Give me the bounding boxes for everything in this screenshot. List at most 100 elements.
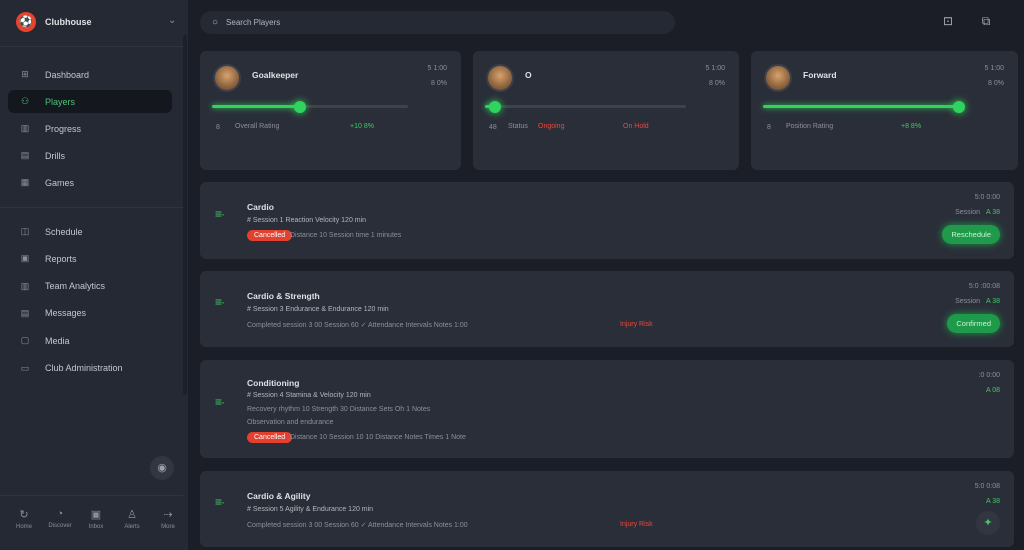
progress-handle[interactable] [952, 100, 965, 113]
session-alert: Injury Risk [620, 321, 653, 328]
session-card[interactable]: ≡· Cardio & Agility # Session 5 Agility … [200, 471, 1014, 547]
session-action-button[interactable]: Confirmed [947, 314, 1000, 333]
sidebar-item-label: Media [45, 335, 70, 346]
search-input[interactable]: Search Players [226, 18, 281, 27]
mail-icon: ▤ [20, 307, 30, 318]
club-logo: ⚽ [16, 12, 36, 32]
users-icon: ⚇ [20, 96, 30, 106]
chart-icon: ▥ [20, 123, 30, 133]
session-list-icon: ≡· [215, 395, 225, 409]
player-label: Overall Rating [235, 123, 280, 130]
app-title: Clubhouse [45, 17, 92, 27]
player-card[interactable]: O 5 1:00 8 0% 48 Status Ongoing On Hold [473, 51, 739, 170]
session-action-button[interactable]: Reschedule [942, 225, 1000, 244]
session-list-icon: ≡· [215, 295, 225, 309]
bar-icon: ▥ [20, 280, 30, 291]
session-card[interactable]: ≡· Conditioning # Session 4 Stamina & Ve… [200, 360, 1014, 458]
session-time: :0 0:00 [978, 372, 1000, 379]
sidebar-item-schedule[interactable]: ◫ Schedule [8, 220, 172, 243]
player-stat: 8 0% [709, 80, 725, 87]
player-name: Forward [803, 70, 837, 80]
bottom-nav-alerts[interactable]: ♙ Alerts [115, 508, 149, 530]
sidebar-item-label: Players [45, 96, 76, 107]
sidebar-item-drills[interactable]: ▤ Drills [8, 144, 172, 167]
sidebar: ⚽ Clubhouse ⌄ ⊞ Dashboard ⚇ Players ▥ Progres… [0, 0, 188, 550]
sidebar-item-games[interactable]: ▦ Games [8, 171, 172, 194]
compass-icon: ◔ [56, 508, 64, 520]
score-label: Session [955, 298, 980, 305]
session-list-icon: ≡· [215, 495, 225, 509]
progress-track[interactable] [212, 100, 408, 113]
player-avatar [486, 64, 514, 92]
refresh-icon: ↻ [19, 509, 29, 521]
player-avatar [764, 64, 792, 92]
share-icon[interactable]: ⧉ [981, 14, 991, 28]
progress-handle[interactable] [294, 100, 307, 113]
session-meta: Completed session 3 00 Session 60 ✓ Atte… [247, 322, 468, 329]
sidebar-item-progress[interactable]: ▥ Progress [8, 117, 172, 140]
sidebar-item-label: Games [45, 177, 75, 188]
chevron-down-icon[interactable]: ⌄ [168, 15, 177, 26]
bottom-nav-discover[interactable]: ◔ Discover [43, 508, 77, 530]
settings-icon: ▭ [20, 362, 30, 373]
status-badge: Cancelled [247, 230, 293, 241]
session-time: 5:0 :00:08 [968, 283, 1000, 290]
session-title: Conditioning [247, 378, 300, 388]
sidebar-item-label: Messages [45, 308, 87, 319]
bottom-nav-home[interactable]: ↻ Home [7, 508, 41, 530]
session-card[interactable]: ≡· Cardio & Strength # Session 3 Enduran… [200, 271, 1014, 347]
inbox-icon: ▣ [90, 509, 102, 521]
bottom-nav-inbox[interactable]: ▣ Inbox [79, 508, 113, 530]
stat-icon: 8 [216, 124, 220, 131]
add-fab[interactable]: ✦ [976, 511, 1000, 535]
sidebar-item-reports[interactable]: ▣ Reports [8, 247, 172, 270]
session-meta: Completed session 3 00 Session 60 ✓ Atte… [247, 522, 468, 529]
session-title: Cardio & Strength [247, 291, 320, 301]
player-label: Position Rating [786, 123, 834, 130]
score-label: Session [955, 209, 980, 216]
player-value: Ongoing [538, 123, 565, 130]
sidebar-item-dashboard[interactable]: ⊞ Dashboard [8, 63, 172, 86]
list-icon: ▤ [20, 150, 30, 160]
session-title: Cardio & Agility [247, 491, 311, 501]
progress-track[interactable] [485, 100, 686, 113]
session-meta: Distance 10 Session time 1 minutes [290, 232, 402, 239]
sidebar-scrollbar[interactable] [183, 35, 187, 395]
grid-icon: ⊞ [21, 69, 29, 79]
session-time: 5:0 0:00 [974, 194, 1000, 201]
session-alert: Injury Risk [620, 521, 653, 528]
player-label: Status [508, 123, 528, 130]
sidebar-item-messages[interactable]: ▤ Messages [8, 302, 172, 325]
progress-track[interactable] [763, 100, 965, 113]
sidebar-item-players[interactable]: ⚇ Players [8, 90, 172, 113]
player-avatar [213, 64, 241, 92]
sidebar-item-media[interactable]: ▢ Media [8, 329, 172, 352]
progress-handle[interactable] [489, 100, 502, 113]
sidebar-item-label: Schedule [45, 226, 83, 237]
session-line: Recovery rhythm 10 Strength 30 Distance … [247, 406, 431, 413]
sidebar-item-club-administration[interactable]: ▭ Club Administration [8, 357, 172, 380]
session-score: A 38 [985, 209, 1000, 216]
session-desc: # Session 1 Reaction Velocity 120 min [247, 217, 367, 224]
more-icon: ⇢ [163, 509, 173, 521]
image-icon: ▢ [20, 335, 30, 346]
session-card[interactable]: ≡· Cardio # Session 1 Reaction Velocity … [200, 182, 1014, 259]
divider [0, 495, 183, 496]
sidebar-item-team-analytics[interactable]: ▥ Team Analytics [8, 275, 172, 298]
divider [0, 207, 183, 208]
search-icon: ○ [212, 17, 219, 28]
bottom-nav-label: Inbox [88, 524, 104, 530]
player-card[interactable]: Forward 5 1:00 8 0% 8 Position Rating +8… [751, 51, 1018, 170]
sidebar-item-label: Team Analytics [45, 281, 106, 292]
progress-fill [763, 105, 959, 108]
search-bar[interactable]: ○ Search Players [200, 11, 675, 34]
bottom-nav-more[interactable]: ⇢ More [151, 508, 185, 530]
bottom-nav-label: More [161, 524, 175, 530]
player-card[interactable]: Goalkeeper 5 1:00 8 0% 8 Overall Rating … [200, 51, 461, 170]
status-value: On Hold [623, 123, 649, 130]
settings-fab[interactable]: ◉ [150, 456, 174, 480]
stat-icon: 8 [767, 124, 771, 131]
camera-icon[interactable]: ⊡ [942, 14, 954, 28]
bottom-nav-label: Home [15, 524, 32, 530]
session-list-icon: ≡· [215, 206, 225, 221]
